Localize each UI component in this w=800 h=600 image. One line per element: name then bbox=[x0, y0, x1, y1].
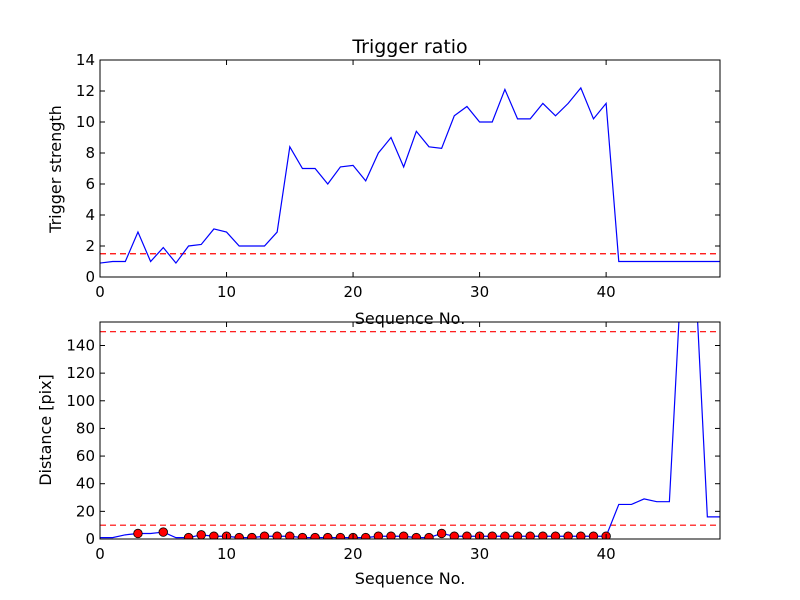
data-point bbox=[398, 531, 409, 539]
y-tick-label: 80 bbox=[76, 419, 95, 437]
data-point bbox=[500, 531, 510, 539]
x-tick-label: 10 bbox=[217, 545, 236, 563]
top-plot-area bbox=[100, 86, 720, 265]
y-tick-label: 2 bbox=[85, 237, 95, 255]
y-tick-label: 100 bbox=[66, 392, 95, 410]
y-tick-label: 6 bbox=[85, 175, 95, 193]
bottom-y-axis-label: Distance [pix] bbox=[36, 374, 55, 486]
top-y-axis-label: Trigger strength bbox=[46, 105, 65, 234]
data-point bbox=[272, 531, 282, 539]
data-point bbox=[449, 531, 459, 539]
y-tick-label: 4 bbox=[85, 206, 95, 224]
y-tick-label: 10 bbox=[76, 113, 95, 131]
data-point bbox=[462, 531, 472, 539]
data-point bbox=[512, 531, 523, 539]
x-tick-label: 0 bbox=[95, 283, 105, 301]
x-tick-label: 20 bbox=[344, 283, 363, 301]
y-tick-label: 8 bbox=[85, 144, 95, 162]
data-point bbox=[297, 532, 308, 539]
data-point bbox=[576, 531, 586, 539]
data-point bbox=[386, 531, 396, 539]
x-tick-label: 10 bbox=[217, 283, 236, 301]
data-point bbox=[310, 532, 320, 539]
data-point bbox=[563, 531, 573, 539]
y-tick-label: 14 bbox=[76, 51, 95, 69]
data-point bbox=[436, 528, 447, 539]
data-point bbox=[133, 528, 143, 539]
y-tick-label: 40 bbox=[76, 475, 95, 493]
y-tick-label: 120 bbox=[66, 364, 95, 382]
axes-frame bbox=[99, 59, 721, 278]
x-tick-label: 40 bbox=[597, 283, 616, 301]
data-point bbox=[525, 531, 535, 539]
series-line-0 bbox=[100, 86, 720, 265]
bottom-plot-area bbox=[100, 322, 720, 539]
data-point bbox=[285, 531, 295, 539]
y-tick-label: 0 bbox=[85, 530, 95, 548]
bottom-chart: 0 10 20 30 40 0 20 40 60 80 100 120 140 bbox=[66, 321, 721, 563]
data-point bbox=[538, 531, 548, 539]
data-point bbox=[259, 531, 270, 539]
bottom-x-axis-label: Sequence No. bbox=[355, 569, 466, 588]
top-x-axis-label: Sequence No. bbox=[355, 309, 466, 328]
axes-frame bbox=[99, 321, 721, 540]
y-tick-label: 0 bbox=[85, 268, 95, 286]
data-point bbox=[424, 532, 434, 539]
x-tick-label: 40 bbox=[597, 545, 616, 563]
y-tick-label: 12 bbox=[76, 82, 95, 100]
data-point bbox=[487, 531, 497, 539]
top-chart-title: Trigger ratio bbox=[351, 36, 467, 58]
series-line-0 bbox=[100, 322, 720, 539]
y-tick-label: 140 bbox=[66, 336, 95, 354]
x-tick-label: 30 bbox=[470, 545, 489, 563]
x-tick-label: 30 bbox=[470, 283, 489, 301]
data-point bbox=[247, 532, 257, 539]
x-tick-label: 0 bbox=[95, 545, 105, 563]
y-tick-label: 20 bbox=[76, 502, 95, 520]
data-point bbox=[373, 531, 384, 539]
data-point bbox=[158, 527, 168, 537]
x-tick-label: 20 bbox=[344, 545, 363, 563]
data-point bbox=[234, 532, 244, 539]
data-point bbox=[335, 532, 346, 539]
data-point bbox=[196, 530, 206, 539]
data-point bbox=[209, 531, 219, 539]
top-chart: 0 10 20 30 40 0 2 4 6 8 10 12 14 bbox=[76, 51, 721, 301]
data-point bbox=[550, 531, 561, 539]
y-tick-label: 60 bbox=[76, 447, 95, 465]
data-point bbox=[183, 532, 194, 539]
data-point bbox=[411, 532, 422, 539]
data-point bbox=[361, 532, 371, 539]
data-point bbox=[588, 531, 599, 539]
data-point bbox=[323, 532, 333, 539]
